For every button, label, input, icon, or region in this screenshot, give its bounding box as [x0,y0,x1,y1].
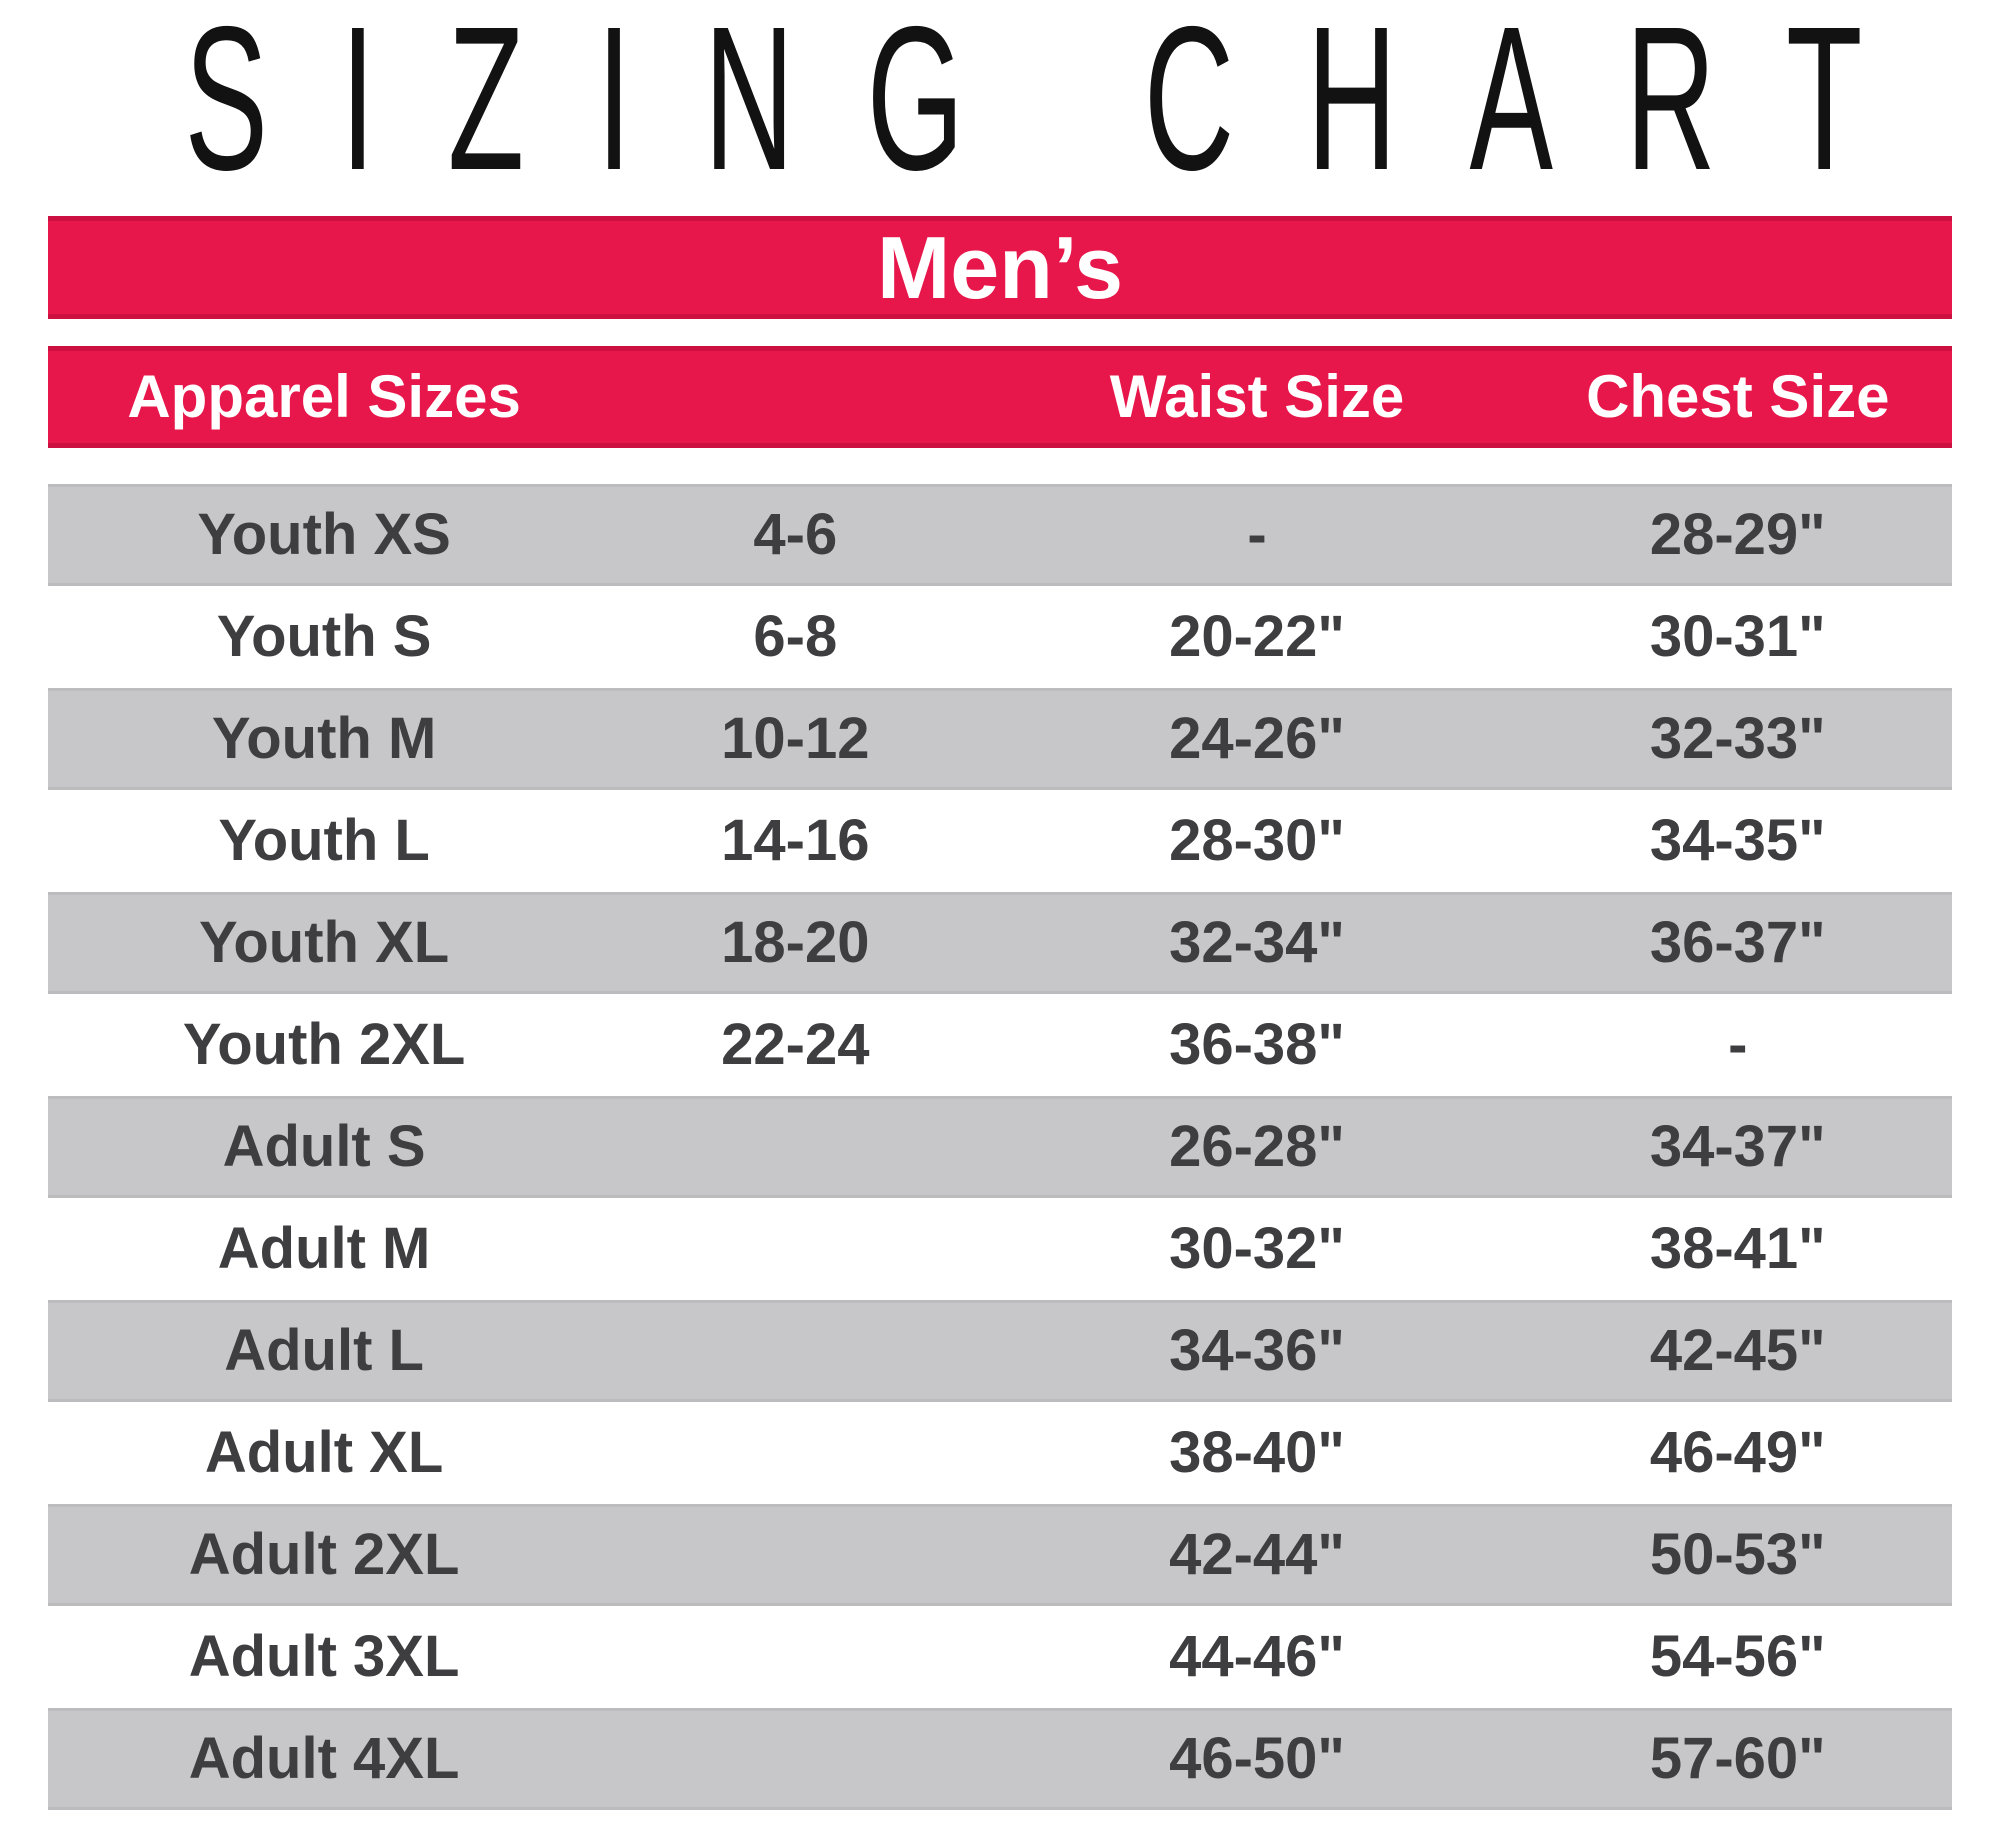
table-header-row: Apparel Sizes Waist Size Chest Size [48,346,1952,448]
mens-banner: Men’s [48,216,1952,319]
apparel-size-cell: Youth XS [197,502,451,567]
table-row: Youth XS 4-6 - 28-29" [48,484,1952,586]
waist-size-cell: 30-32" [1169,1216,1345,1281]
waist-size-cell: 38-40" [1169,1420,1345,1485]
table-row: Adult 2XL 42-44" 50-53" [48,1504,1952,1606]
apparel-size-cell: Adult L [224,1318,424,1383]
youth-range-cell: 4-6 [753,502,838,567]
youth-range-cell: 10-12 [721,706,870,771]
table-row: Youth 2XL 22-24 36-38" - [48,994,1952,1096]
table-row: Youth S 6-8 20-22" 30-31" [48,586,1952,688]
apparel-size-cell: Adult M [217,1216,431,1281]
waist-size-cell: 20-22" [1169,604,1345,669]
table-row: Youth XL 18-20 32-34" 36-37" [48,892,1952,994]
waist-size-cell: - [1247,502,1267,567]
youth-range-cell: 6-8 [753,604,838,669]
apparel-size-cell: Adult 2XL [188,1522,460,1587]
youth-range-cell: 22-24 [721,1012,870,1077]
table-row: Youth L 14-16 28-30" 34-35" [48,790,1952,892]
table-row: Adult 3XL 44-46" 54-56" [48,1606,1952,1708]
table-body: Youth XS 4-6 - 28-29" Youth S 6-8 20-22" 30-31"… [0,484,2000,1810]
apparel-size-cell: Adult S [222,1114,426,1179]
apparel-size-cell: Adult XL [204,1420,444,1485]
apparel-size-cell: Adult 4XL [188,1726,460,1791]
chest-size-cell: 34-35" [1649,808,1826,873]
waist-size-cell: 44-46" [1169,1624,1345,1689]
waist-size-cell: 34-36" [1169,1318,1345,1383]
youth-range-cell: 14-16 [721,808,870,873]
chest-size-cell: 50-53" [1649,1522,1826,1587]
waist-size-cell: 46-50" [1169,1726,1345,1791]
chest-size-cell: - [1728,1012,1748,1077]
chest-size-cell: 34-37" [1649,1114,1826,1179]
table-row: Youth M 10-12 24-26" 32-33" [48,688,1952,790]
mens-banner-label: Men’s [876,217,1124,317]
apparel-size-cell: Youth 2XL [182,1012,466,1077]
waist-size-cell: 36-38" [1169,1012,1345,1077]
waist-size-cell: 26-28" [1169,1114,1345,1179]
header-chest-size: Chest Size [1586,363,1890,430]
apparel-size-cell: Youth L [218,808,430,873]
chest-size-cell: 28-29" [1649,502,1826,567]
apparel-size-cell: Adult 3XL [188,1624,460,1689]
table-row: Adult XL 38-40" 46-49" [48,1402,1952,1504]
table-row: Adult S 26-28" 34-37" [48,1096,1952,1198]
waist-size-cell: 42-44" [1169,1522,1345,1587]
page-title: SIZING CHART [184,0,1935,213]
waist-size-cell: 24-26" [1169,706,1345,771]
chest-size-cell: 36-37" [1649,910,1826,975]
table-row: Adult 4XL 46-50" 57-60" [48,1708,1952,1810]
waist-size-cell: 32-34" [1169,910,1345,975]
header-waist-size: Waist Size [1109,363,1405,430]
chest-size-cell: 38-41" [1649,1216,1826,1281]
table-row: Adult M 30-32" 38-41" [48,1198,1952,1300]
chest-size-cell: 42-45" [1649,1318,1826,1383]
page-title-wrap: SIZING CHART [0,0,2000,201]
apparel-size-cell: Youth S [216,604,432,669]
apparel-size-cell: Youth XL [198,910,450,975]
header-apparel-sizes: Apparel Sizes [127,363,521,430]
apparel-size-cell: Youth M [211,706,437,771]
table-row: Adult L 34-36" 42-45" [48,1300,1952,1402]
chest-size-cell: 30-31" [1649,604,1826,669]
chest-size-cell: 46-49" [1649,1420,1826,1485]
chest-size-cell: 32-33" [1649,706,1826,771]
youth-range-cell: 18-20 [721,910,870,975]
waist-size-cell: 28-30" [1169,808,1345,873]
chest-size-cell: 54-56" [1649,1624,1826,1689]
chest-size-cell: 57-60" [1649,1726,1826,1791]
